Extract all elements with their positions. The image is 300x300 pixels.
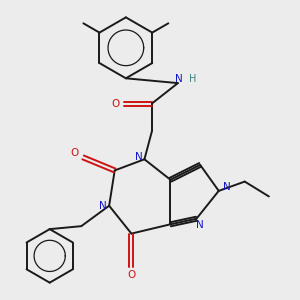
Text: O: O xyxy=(71,148,79,158)
Text: N: N xyxy=(175,74,183,84)
Text: N: N xyxy=(99,201,106,211)
Text: N: N xyxy=(196,220,204,230)
Text: H: H xyxy=(189,74,196,84)
Text: O: O xyxy=(127,270,136,280)
Text: N: N xyxy=(135,152,143,162)
Text: N: N xyxy=(223,182,231,192)
Text: O: O xyxy=(112,99,120,109)
